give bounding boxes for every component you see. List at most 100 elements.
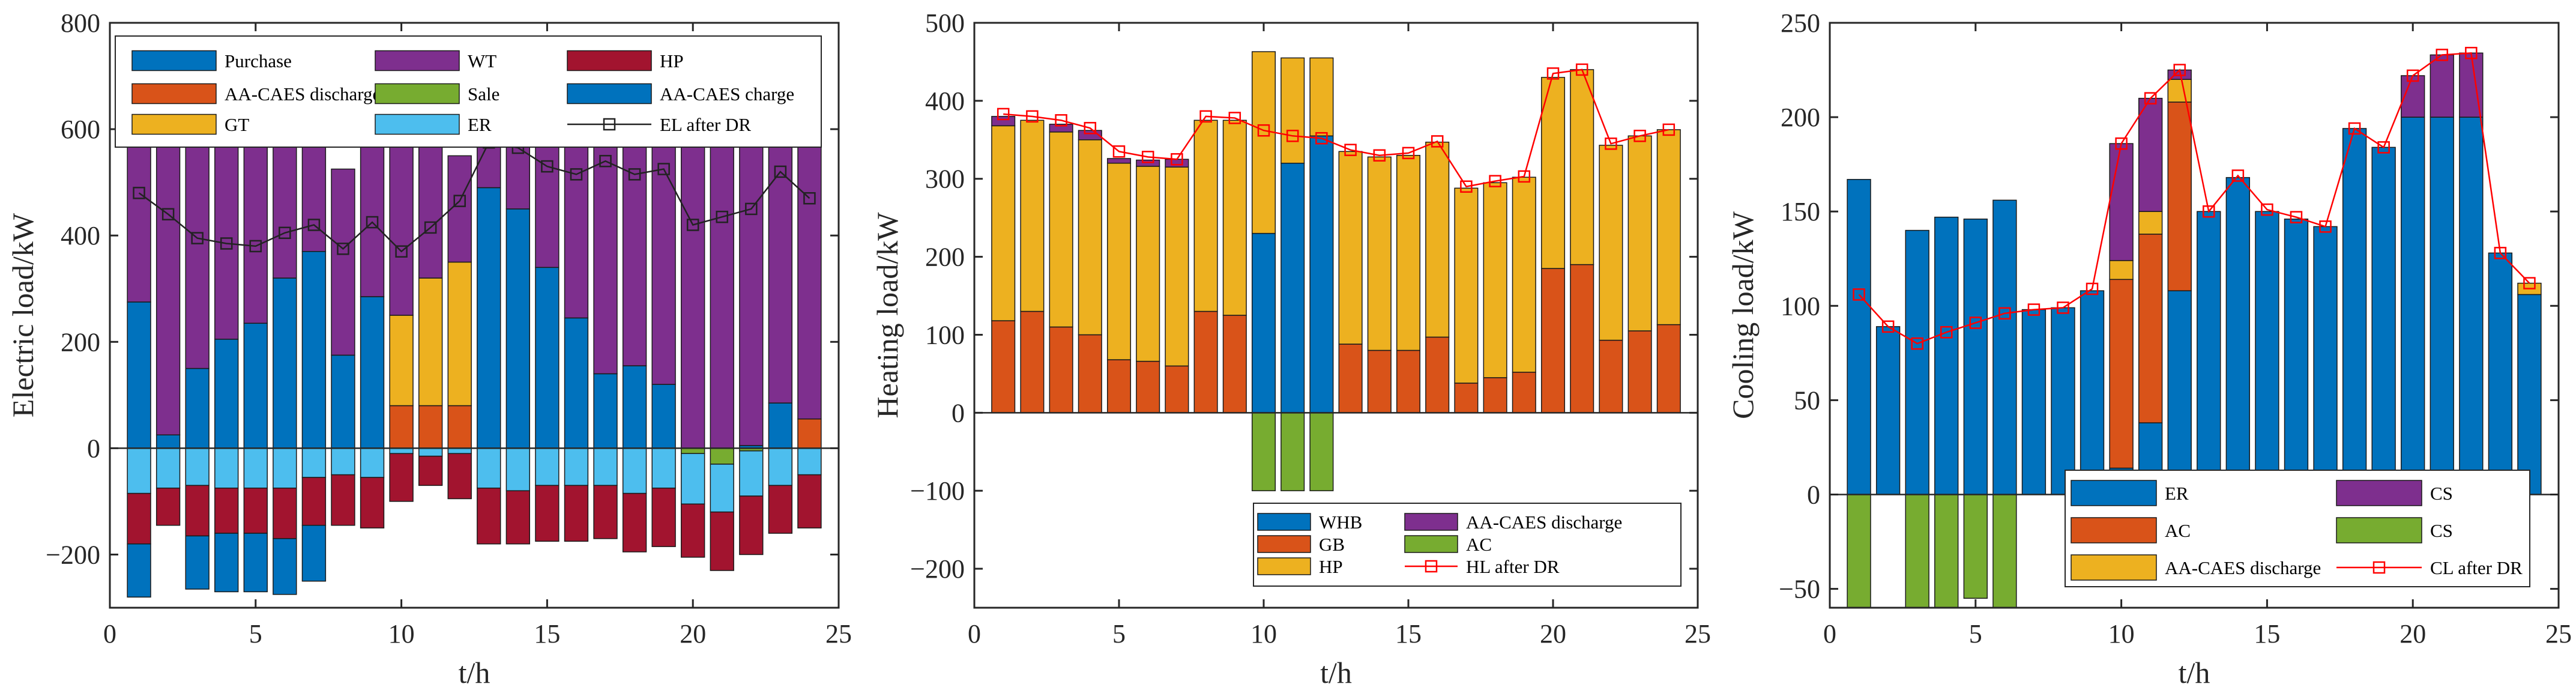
bar-hp [1309,57,1334,137]
line-marker [1026,110,1039,123]
bar-hp [622,492,647,552]
bar-gb [1656,324,1681,414]
bar-gt [389,315,414,407]
bar-gb [1136,360,1160,414]
line-marker [716,210,729,223]
line-marker [2203,205,2215,218]
y-axis-title: Heating load/kW [870,212,904,419]
bar-er [1875,326,1901,495]
bar-hp [1193,120,1218,312]
y-tick-label: 800 [61,8,100,38]
bar-er [1847,179,1871,495]
y-tick-label: 600 [61,115,100,144]
legend-swatch [1257,557,1311,575]
x-tick-label: 20 [2400,619,2426,649]
line-marker [279,226,291,240]
x-tick-label: 25 [2545,619,2572,649]
legend-label: AA-CAES discharge [2165,557,2321,578]
legend-swatch [1257,513,1311,531]
legend-marker-icon [1425,560,1438,573]
line-marker [2523,277,2536,289]
y-tick-label: 200 [925,243,965,272]
line-marker [2086,282,2099,295]
bar-hp [155,488,181,526]
bar-aa-caes-charge [214,533,239,593]
line-marker [2377,141,2390,154]
bar-hp [681,503,705,558]
bar-cs [2109,143,2134,261]
bar-gb [1599,339,1623,414]
line-marker [1257,124,1270,137]
bar-purchase [331,354,355,449]
bar-er [2401,116,2425,495]
bar-hp [1454,187,1479,384]
line-marker [2261,203,2273,216]
bar-gb [1222,315,1247,414]
bar-hp [214,488,239,534]
bar-aa-caes-charge [185,535,210,590]
bar-ac [2109,279,2134,469]
bar-hp [1512,177,1536,373]
bar-er [1905,229,1929,495]
line-marker [570,168,583,181]
axes-box [109,22,840,609]
bar-hp [1280,57,1305,164]
bar-aa-caes-discharge [447,405,472,449]
bar-hp [739,495,764,555]
bar-hp [1599,145,1623,341]
legend-label: AC [2165,520,2191,541]
line-marker [1662,123,1676,136]
bar-er [2459,116,2484,495]
legend: WHB AA-CAES discharge GB AC HP HL after DR [1253,503,1682,587]
legend-box [1253,503,1682,587]
bar-purchase [593,373,618,449]
bar-gb [1165,365,1189,414]
bar-er [127,447,151,494]
line-marker [1286,130,1299,142]
bar-wt [797,115,822,420]
bar-cs [1934,494,1959,608]
bar-purchase [185,368,210,449]
bar-er [447,447,472,454]
line-marker [2319,220,2332,233]
y-tick-label: 300 [925,165,965,194]
bar-gt [418,277,443,407]
y-tick-label: 200 [1781,103,1820,132]
chart-panel-1: 0 5 10 15 20 25 −200 0 200 400 600 800 t/h Electric l… [6,8,852,689]
bar-purchase [622,365,647,449]
y-tick-label: 150 [1781,197,1820,226]
line-marker [1546,67,1560,80]
legend-swatch [2071,480,2157,506]
bar-hp [273,488,297,539]
bar-gb [1396,350,1421,414]
legend-swatch [1404,513,1458,531]
x-axis-title: t/h [459,656,490,689]
x-tick-label: 20 [680,619,706,649]
legend-label: GB [1319,534,1345,555]
bar-hp [1222,120,1247,316]
y-tick-label: 0 [952,398,965,428]
bar-hp [1627,135,1652,331]
line-marker [2290,211,2303,223]
bar-cs [1905,494,1929,608]
bar-er [797,447,822,476]
line-marker [1112,145,1126,158]
bar-hp [593,485,618,539]
line-marker [2027,303,2041,316]
legend-label: AA-CAES charge [660,83,794,104]
line-marker [1940,326,1953,339]
y-tick-label: 400 [925,86,965,116]
bar-aa-caes-discharge [2109,260,2134,280]
bar-aa-caes-charge [127,543,151,598]
bar-hp [1136,166,1160,362]
bar-er [1934,216,1959,495]
bar-gb [1193,310,1218,414]
bar-hp [1425,141,1450,338]
line-marker [1998,307,2011,320]
legend-label: WT [468,50,496,71]
bar-hp [1656,129,1681,325]
bar-purchase [360,296,385,449]
bar-er [593,447,618,486]
y-tick-label: 250 [1781,8,1820,38]
line-marker [541,160,554,173]
